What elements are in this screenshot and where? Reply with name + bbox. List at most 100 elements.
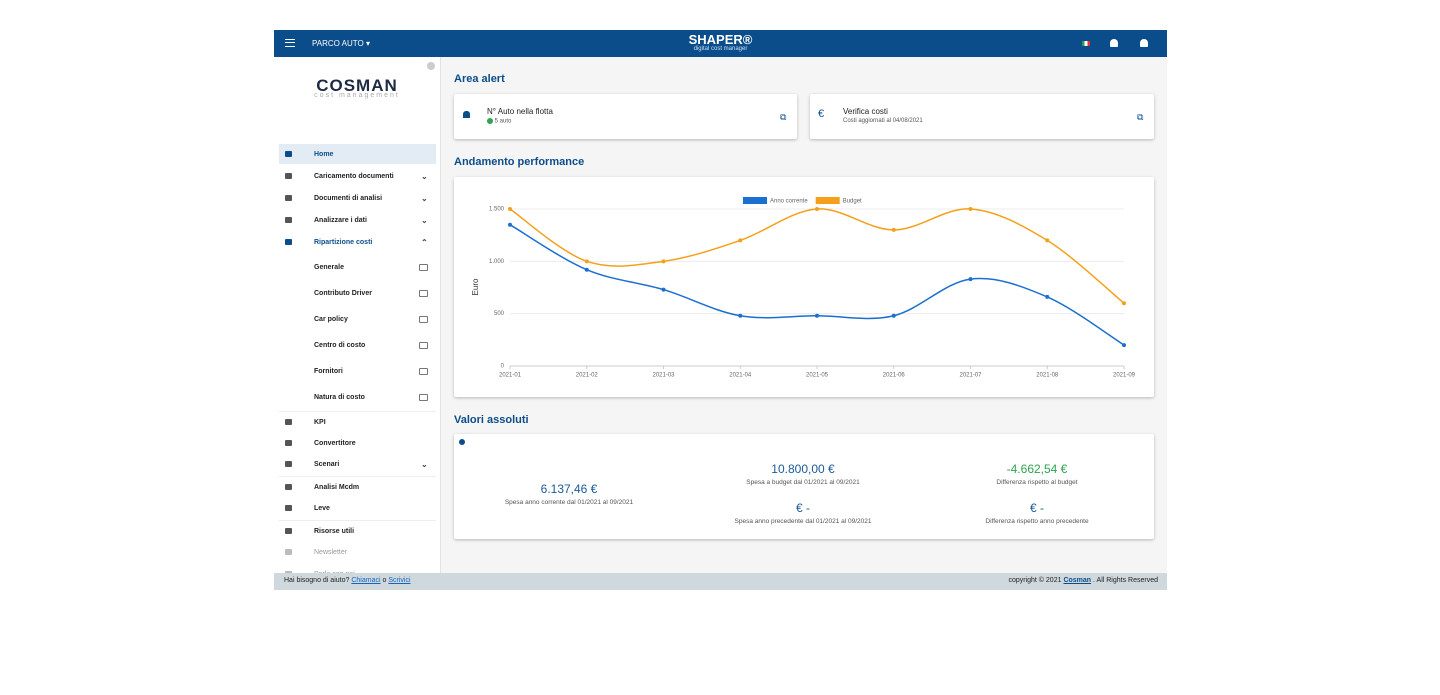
write-link[interactable]: Scrivici	[388, 577, 411, 584]
fleet-menu-label: PARCO AUTO	[312, 39, 364, 48]
nav-label: Natura di costo	[314, 393, 365, 401]
copyright: copyright © 2021 Cosman . All Rights Res…	[1008, 577, 1158, 584]
card-detail: 5 auto	[487, 118, 511, 125]
x-tick-label: 2021-04	[729, 373, 752, 379]
settings-icon[interactable]	[459, 439, 465, 445]
chevron: ⌄	[421, 171, 428, 181]
alert-card[interactable]: N° Auto nella flotta 5 auto ⧉	[454, 94, 797, 139]
x-tick-label: 2021-09	[1113, 373, 1136, 379]
nav-item[interactable]: Contributo Driver	[279, 283, 436, 303]
card-detail-text: 5 auto	[494, 118, 512, 125]
nav-icon	[285, 173, 292, 179]
x-tick-label: 2021-02	[576, 373, 599, 379]
info-icon[interactable]	[427, 62, 435, 70]
point	[1122, 301, 1126, 306]
point	[891, 227, 896, 232]
nav-item[interactable]: Car policy	[279, 309, 436, 329]
value: € -	[795, 501, 810, 515]
nav-item[interactable]: Ripartizione costi ⌃	[279, 232, 436, 252]
user[interactable]	[1140, 39, 1148, 47]
point	[738, 238, 743, 243]
value: 6.137,46 €	[540, 482, 598, 496]
help: Hai bisogno di aiuto? Chiamaci o Scrivic…	[284, 577, 411, 584]
point	[661, 259, 666, 264]
logo: COSMAN	[316, 76, 398, 95]
nav-icon	[285, 419, 292, 425]
nav-label: Centro di costo	[314, 341, 366, 349]
value: -4.662,54 €	[1006, 462, 1068, 476]
nav-label: Contributo Driver	[314, 289, 372, 297]
value-label: Differenza rispetto al budget	[996, 479, 1078, 486]
nav-label: Convertitore	[314, 439, 356, 447]
rights-text: . All Rights Reserved	[1093, 577, 1158, 584]
legend-swatch	[743, 197, 767, 204]
nav-item[interactable]: Scenari ⌄	[279, 454, 436, 474]
card-title: N° Auto nella flotta	[487, 107, 553, 116]
company-link[interactable]: Cosman	[1063, 577, 1092, 584]
call-link[interactable]: Chiamaci	[351, 577, 381, 584]
nav-label: Generale	[314, 263, 344, 271]
icon: €	[818, 108, 825, 120]
x-tick-label: 2021-06	[883, 373, 906, 379]
nav-item[interactable]: KPI	[279, 411, 436, 432]
nav-label: Car policy	[314, 315, 348, 323]
nav-item[interactable]: Centro di costo	[279, 335, 436, 355]
nav-label: Ripartizione costi	[314, 238, 373, 246]
series-line	[509, 224, 1125, 346]
nav-item[interactable]: Risorse utili	[279, 520, 436, 541]
nav-item[interactable]: Newsletter	[279, 542, 436, 562]
nav-icon	[419, 393, 428, 401]
tagline: digital cost manager	[693, 46, 748, 52]
menu-icon[interactable]	[285, 39, 295, 47]
nav-item[interactable]: Documenti di analisi ⌄	[279, 188, 436, 208]
nav-label: Analizzare i dati	[314, 216, 367, 224]
open-icon[interactable]: ⧉	[1137, 112, 1144, 122]
x-tick-label: 2021-03	[652, 373, 675, 379]
nav-icon	[419, 367, 428, 375]
section-title: Area alert	[454, 73, 505, 85]
nav-item[interactable]: Home	[279, 144, 436, 164]
or-text: o	[382, 577, 387, 584]
point	[815, 207, 819, 211]
nav-item[interactable]: Analisi Mcdm	[279, 476, 436, 497]
nav-icon	[285, 239, 292, 245]
y-tick-label: 1.000	[489, 259, 505, 265]
nav-icon	[285, 440, 292, 446]
point	[661, 287, 666, 292]
series-line	[509, 208, 1125, 304]
x-tick-label: 2021-01	[499, 373, 522, 379]
bell[interactable]	[1110, 39, 1118, 47]
nav-item[interactable]: Convertitore	[279, 433, 436, 453]
x-tick-label: 2021-07	[959, 373, 982, 379]
nav-item[interactable]: Natura di costo	[279, 387, 436, 407]
nav-icon	[419, 263, 428, 271]
card-title: Verifica costi	[843, 107, 888, 116]
nav-label: Analisi Mcdm	[314, 483, 360, 491]
nav-icon	[285, 484, 292, 490]
point	[968, 277, 973, 282]
icon	[463, 111, 470, 118]
value: 10.800,00 €	[771, 462, 835, 476]
fleet-menu[interactable]: PARCO AUTO ▾	[312, 39, 370, 48]
chart-card: 0 500 1.000 1.500 2021-01 2021-02 2021-03 2021-…	[454, 177, 1154, 397]
alert-card[interactable]: € Verifica costi Costi aggiornati al 04/…	[810, 94, 1154, 139]
chart: 0 500 1.000 1.500 2021-01 2021-02 2021-03 2021-…	[471, 197, 1136, 379]
point	[584, 259, 589, 264]
footer: Hai bisogno di aiuto? Chiamaci o Scrivic…	[274, 573, 1167, 590]
section-title: Valori assoluti	[454, 414, 529, 426]
nav-icon	[285, 528, 292, 534]
open-icon[interactable]: ⧉	[780, 112, 787, 122]
nav-item[interactable]: Caricamento documenti ⌄	[279, 166, 436, 186]
help-text: Hai bisogno di aiuto?	[284, 577, 350, 584]
nav-icon	[419, 315, 428, 323]
nav-item[interactable]: Fornitori	[279, 361, 436, 381]
nav-item[interactable]: Leve	[279, 498, 436, 518]
nav-item[interactable]: Generale	[279, 257, 436, 277]
brand: SHAPER®	[688, 32, 753, 47]
section-title: Andamento performance	[454, 156, 585, 168]
nav-item[interactable]: Analizzare i dati ⌄	[279, 210, 436, 230]
nav-label: Fornitori	[314, 367, 343, 375]
nav-icon	[419, 341, 428, 349]
flag[interactable]	[1082, 41, 1090, 46]
